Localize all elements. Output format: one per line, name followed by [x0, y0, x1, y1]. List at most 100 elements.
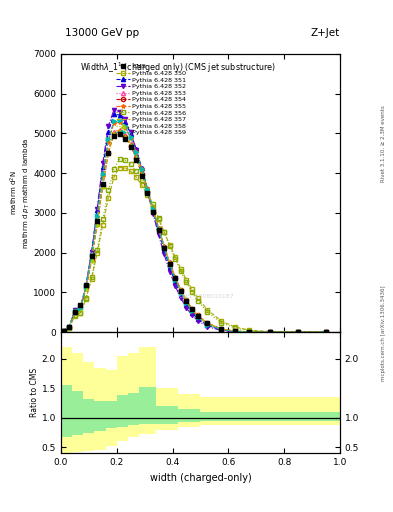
Pythia 6.428 351 [178, 292, 183, 298]
Line: Pythia 6.428 353: Pythia 6.428 353 [62, 128, 328, 334]
Pythia 6.428 353 [195, 312, 200, 318]
Pythia 6.428 353 [106, 148, 111, 154]
Pythia 6.428 350 [195, 295, 200, 301]
Pythia 6.428 350 [324, 329, 329, 335]
Pythia 6.428 350 [61, 328, 66, 334]
Pythia 6.428 352 [219, 327, 224, 333]
Pythia 6.428 358 [89, 257, 94, 263]
Pythia 6.428 354 [78, 305, 83, 311]
Pythia 6.428 351 [112, 111, 116, 117]
Pythia 6.428 358 [156, 226, 161, 232]
Line: Pythia 6.428 352: Pythia 6.428 352 [62, 108, 328, 334]
Pythia 6.428 356 [78, 310, 83, 316]
Pythia 6.428 357 [145, 187, 150, 194]
Pythia 6.428 352 [156, 232, 161, 238]
Pythia 6.428 355 [195, 313, 200, 319]
Pythia 6.428 351 [106, 129, 111, 135]
Pythia 6.428 352 [123, 116, 127, 122]
Pythia 6.428 353 [268, 329, 273, 335]
Pythia 6.428 351 [134, 146, 139, 153]
Pythia 6.428 356 [67, 325, 72, 331]
Pythia 6.428 354 [101, 182, 105, 188]
Line: Pythia 6.428 356: Pythia 6.428 356 [62, 157, 328, 334]
Pythia 6.428 350 [145, 193, 150, 199]
Pythia 6.428 355 [162, 244, 167, 250]
Pythia 6.428 353 [219, 326, 224, 332]
Pythia 6.428 358 [296, 329, 301, 335]
CMS [117, 131, 122, 137]
Pythia 6.428 359 [117, 117, 122, 123]
Pythia 6.428 356 [184, 280, 189, 286]
Pythia 6.428 354 [184, 297, 189, 304]
Pythia 6.428 358 [123, 134, 127, 140]
Pythia 6.428 355 [205, 321, 210, 327]
Pythia 6.428 350 [219, 318, 224, 324]
Pythia 6.428 359 [101, 171, 105, 177]
Pythia 6.428 352 [117, 109, 122, 115]
Pythia 6.428 354 [173, 274, 178, 281]
CMS [89, 253, 94, 259]
Pythia 6.428 359 [145, 186, 150, 192]
Pythia 6.428 359 [167, 262, 172, 268]
Pythia 6.428 356 [173, 256, 178, 262]
Pythia 6.428 351 [233, 328, 238, 334]
Pythia 6.428 351 [78, 304, 83, 310]
Pythia 6.428 357 [78, 305, 83, 311]
Pythia 6.428 357 [247, 329, 252, 335]
Pythia 6.428 355 [184, 298, 189, 305]
Pythia 6.428 353 [84, 285, 88, 291]
Pythia 6.428 354 [195, 312, 200, 318]
Pythia 6.428 350 [112, 174, 116, 180]
Pythia 6.428 359 [219, 327, 224, 333]
Pythia 6.428 356 [123, 157, 127, 163]
Pythia 6.428 353 [156, 225, 161, 231]
Pythia 6.428 358 [95, 221, 99, 227]
Pythia 6.428 354 [219, 326, 224, 332]
Pythia 6.428 353 [101, 181, 105, 187]
Pythia 6.428 357 [173, 274, 178, 280]
Line: CMS: CMS [61, 132, 329, 334]
Pythia 6.428 354 [117, 129, 122, 135]
Pythia 6.428 355 [247, 329, 252, 335]
Pythia 6.428 357 [89, 256, 94, 262]
Pythia 6.428 354 [178, 287, 183, 293]
Pythia 6.428 356 [219, 319, 224, 326]
Pythia 6.428 356 [95, 247, 99, 253]
Pythia 6.428 356 [296, 329, 301, 335]
Pythia 6.428 352 [296, 329, 301, 335]
Pythia 6.428 359 [324, 329, 329, 335]
Pythia 6.428 355 [296, 329, 301, 335]
Pythia 6.428 354 [156, 226, 161, 232]
Pythia 6.428 350 [247, 327, 252, 333]
Pythia 6.428 359 [190, 308, 195, 314]
Pythia 6.428 357 [106, 148, 111, 154]
CMS [268, 329, 273, 335]
Pythia 6.428 359 [95, 212, 99, 219]
Pythia 6.428 353 [61, 328, 66, 334]
Pythia 6.428 351 [184, 302, 189, 308]
Pythia 6.428 353 [162, 243, 167, 249]
Pythia 6.428 351 [151, 207, 155, 213]
Pythia 6.428 356 [151, 201, 155, 207]
CMS [112, 133, 116, 139]
Y-axis label: Ratio to CMS: Ratio to CMS [30, 368, 39, 417]
Pythia 6.428 352 [178, 295, 183, 302]
Pythia 6.428 358 [84, 285, 88, 291]
Pythia 6.428 356 [233, 325, 238, 331]
Pythia 6.428 352 [89, 249, 94, 255]
CMS [61, 328, 66, 334]
Text: Z+Jet: Z+Jet [311, 28, 340, 38]
Pythia 6.428 351 [296, 329, 301, 335]
Pythia 6.428 359 [195, 314, 200, 321]
Pythia 6.428 358 [178, 287, 183, 293]
CMS [324, 329, 329, 335]
Pythia 6.428 359 [128, 134, 133, 140]
CMS [162, 244, 167, 250]
Pythia 6.428 351 [268, 329, 273, 335]
CMS [134, 157, 139, 163]
Pythia 6.428 355 [233, 328, 238, 334]
Pythia 6.428 358 [106, 150, 111, 156]
CMS [67, 324, 72, 330]
CMS [296, 329, 301, 335]
Pythia 6.428 350 [184, 277, 189, 283]
